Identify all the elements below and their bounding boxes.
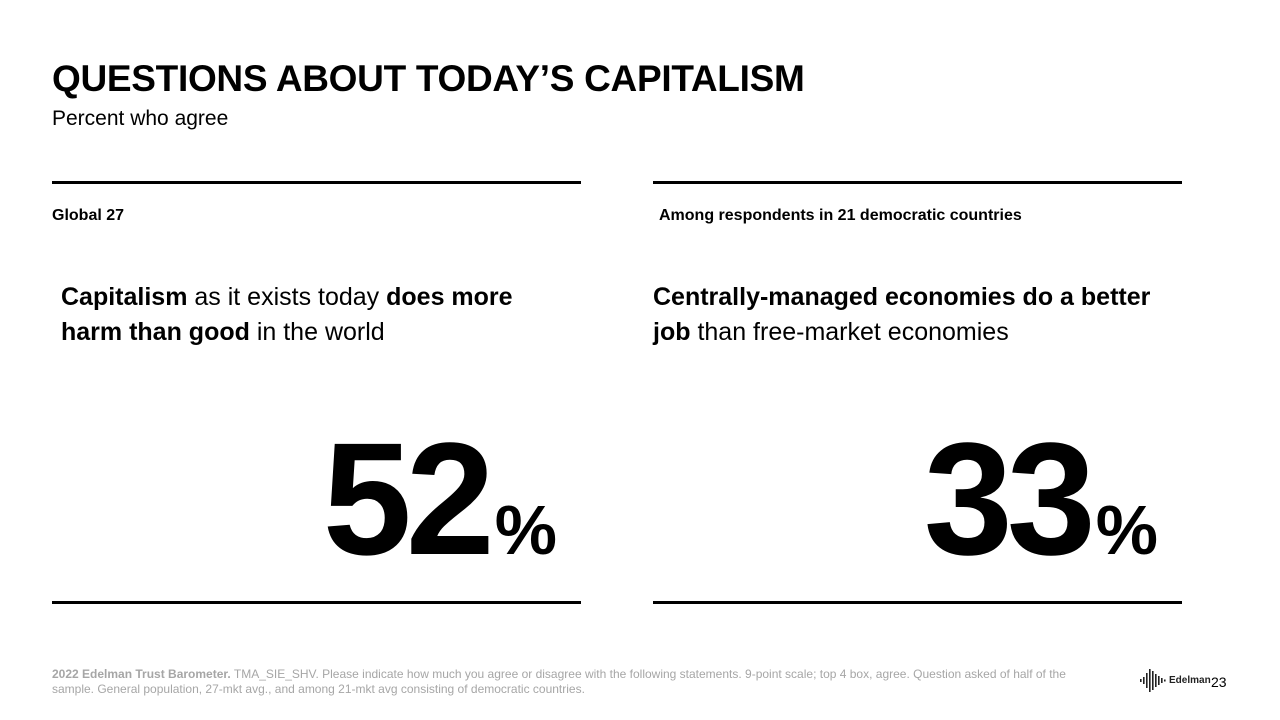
- stat-figure: 52 %: [323, 419, 557, 579]
- panel-bottom-rule: [52, 601, 581, 604]
- footnote-text: TMA_SIE_SHV. Please indicate how much yo…: [52, 667, 1066, 696]
- logo-text: Edelman: [1169, 674, 1211, 686]
- panel-label: Global 27: [52, 207, 125, 224]
- stat-unit: %: [494, 491, 557, 569]
- statement-part: Capitalism: [61, 283, 188, 311]
- footnote-source: 2022 Edelman Trust Barometer.: [52, 667, 231, 681]
- stat-figure: 33 %: [924, 419, 1158, 579]
- page-title: QUESTIONS ABOUT TODAY’S CAPITALISM: [52, 58, 805, 99]
- stat-unit: %: [1095, 491, 1158, 569]
- panel-label: Among respondents in 21 democratic count…: [659, 207, 1022, 224]
- footnote: 2022 Edelman Trust Barometer. TMA_SIE_SH…: [52, 667, 1092, 697]
- panel-statement: Capitalism as it exists today does more …: [61, 280, 576, 350]
- panel-top-rule: [52, 181, 581, 184]
- panel-democratic-21: Among respondents in 21 democratic count…: [653, 181, 1182, 606]
- stat-value: 33: [923, 409, 1096, 588]
- statement-part: as it exists today: [187, 283, 387, 311]
- edelman-logo-icon: [1140, 669, 1166, 692]
- page-number: 23: [1211, 674, 1227, 690]
- panel-statement: Centrally-managed economies do a better …: [653, 280, 1168, 350]
- panel-top-rule: [653, 181, 1182, 184]
- statement-part: than free-market economies: [690, 318, 1009, 346]
- statement-part: in the world: [249, 318, 385, 346]
- panel-global-27: Global 27 Capitalism as it exists today …: [52, 181, 581, 606]
- stat-value: 52: [322, 409, 495, 588]
- edelman-logo: Edelman: [1139, 667, 1211, 693]
- statement-part: Centrally-managed economies do a better …: [653, 283, 1151, 346]
- page-subtitle: Percent who agree: [52, 107, 229, 130]
- statement-part: does more harm than good: [61, 283, 513, 346]
- panel-bottom-rule: [653, 601, 1182, 604]
